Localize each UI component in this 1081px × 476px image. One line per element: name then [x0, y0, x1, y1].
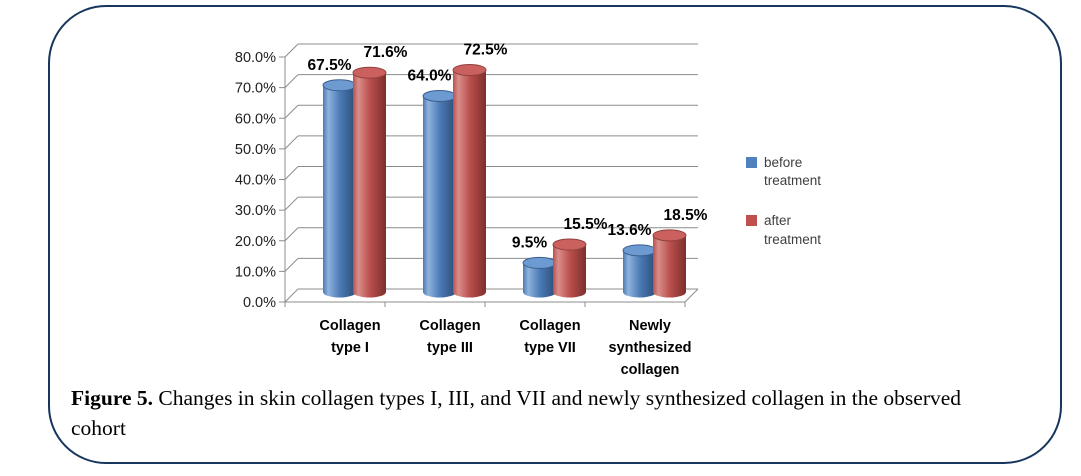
- legend-swatch-before-icon: [746, 157, 757, 168]
- legend-item-before-treatment: before treatment: [746, 154, 848, 190]
- figure-caption: Figure 5. Changes in skin collagen types …: [71, 384, 1021, 443]
- panel-border: [48, 5, 1062, 464]
- legend-swatch-after-icon: [746, 215, 757, 227]
- figure-caption-label: Figure 5.: [71, 386, 154, 410]
- legend-label-after: after treatment: [764, 213, 822, 247]
- chart-legend: before treatment after treatment: [746, 154, 848, 271]
- legend-label-before: before treatment: [764, 155, 822, 189]
- legend-item-after-treatment: after treatment: [746, 212, 848, 248]
- figure-caption-text: Changes in skin collagen types I, III, a…: [71, 386, 962, 440]
